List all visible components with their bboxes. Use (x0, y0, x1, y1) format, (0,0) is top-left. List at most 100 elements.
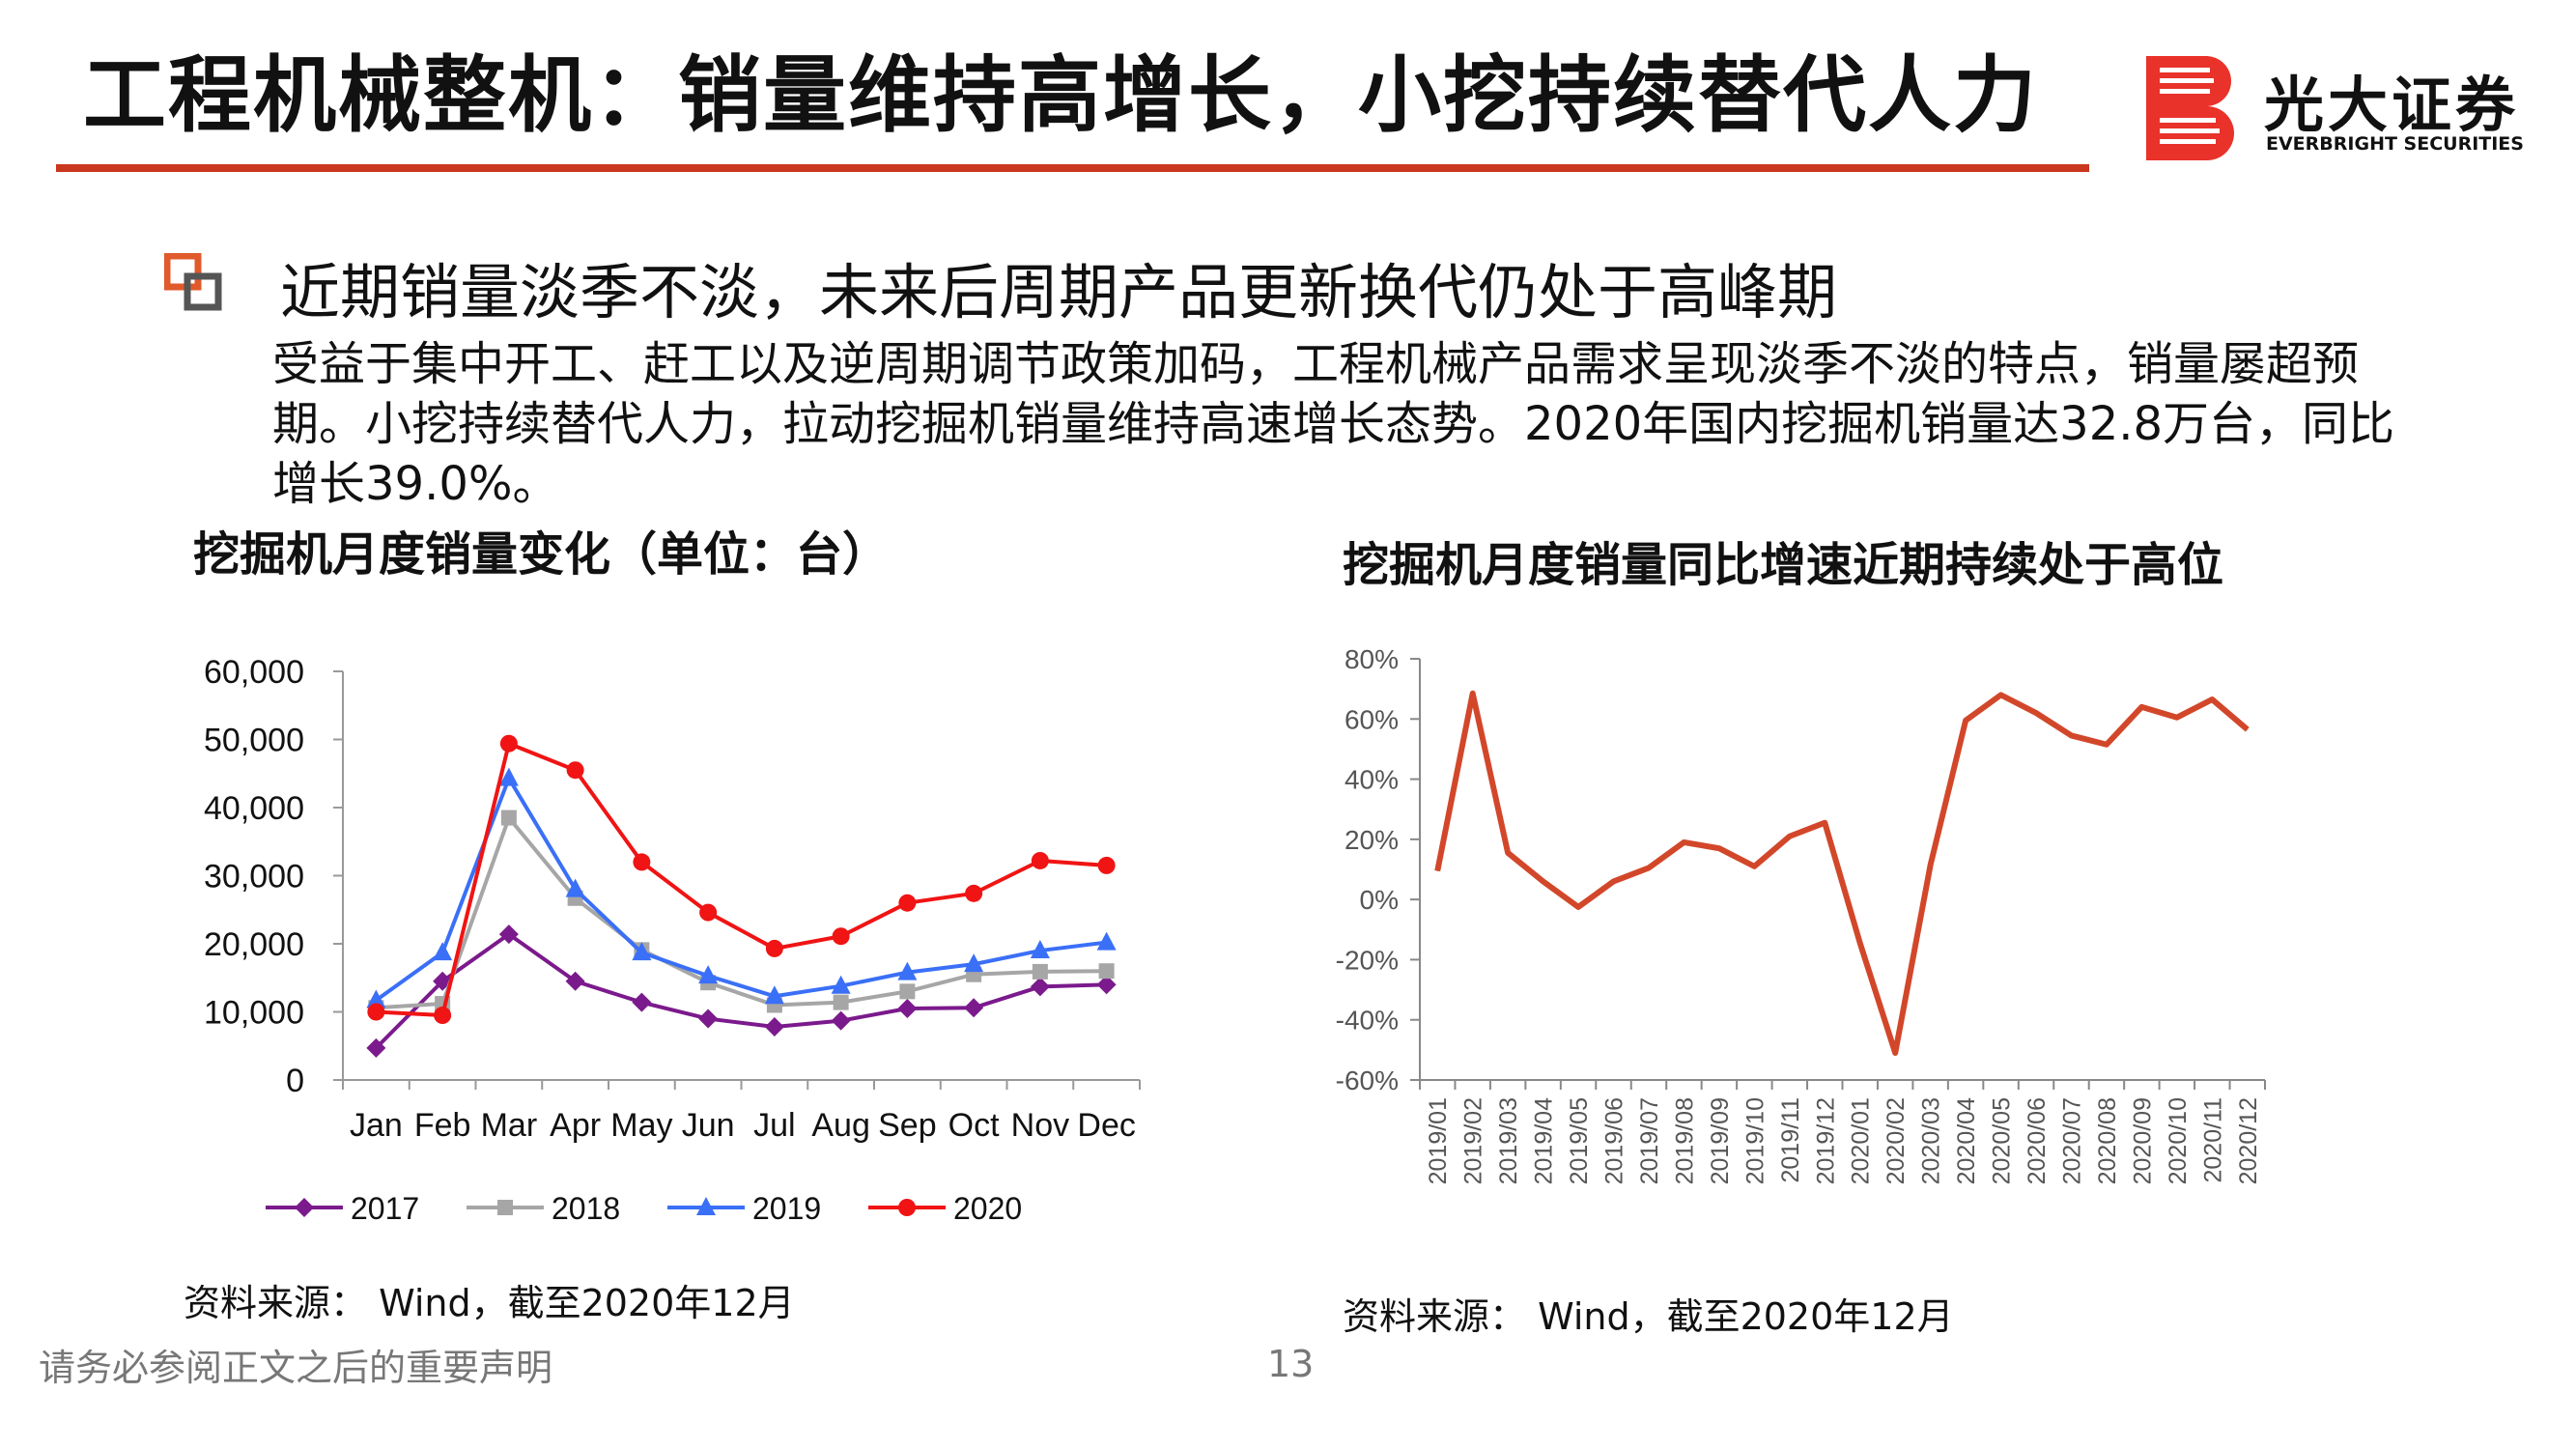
data-point-2017 (831, 1010, 851, 1031)
data-point-2019 (498, 767, 519, 786)
data-point-2017 (366, 1037, 386, 1058)
data-point-2019 (632, 942, 652, 961)
data-point (1436, 870, 1438, 872)
title-underline (56, 164, 2089, 172)
everbright-b-logo-icon (2146, 56, 2235, 160)
bullet-heading: 近期销量淡季不淡，未来后周期产品更新换代仍处于高峰期 (280, 257, 1838, 327)
legend-swatch-marker (898, 1199, 916, 1216)
company-logo: 光大证券 EVERBRIGHT SECURITIES (2137, 48, 2542, 164)
legend-label: 2018 (552, 1191, 620, 1226)
x-tick-label: Jan (350, 1107, 403, 1144)
series-line-2017 (374, 932, 1107, 1050)
data-point-2017 (897, 998, 918, 1018)
data-point (1753, 866, 1755, 867)
legend-swatch-marker (696, 1197, 716, 1215)
data-point-2017 (433, 971, 453, 991)
y-tick-label: 40,000 (204, 790, 304, 827)
y-tick-label: 10,000 (204, 995, 304, 1032)
x-tick-label: 2020/02 (1882, 1097, 1910, 1184)
data-point-2020 (832, 927, 850, 946)
data-point (2070, 734, 2072, 736)
data-point (2140, 706, 2142, 708)
x-tick-label: 2019/04 (1531, 1097, 1558, 1184)
data-point-2018 (899, 983, 916, 1000)
data-point-2020 (1031, 851, 1049, 869)
data-point-2017 (698, 1009, 719, 1029)
data-point (2176, 717, 2178, 719)
data-point (1859, 942, 1861, 944)
legend-label: 2019 (752, 1191, 821, 1226)
x-tick-label: May (610, 1107, 672, 1144)
x-tick-label: 2020/05 (1989, 1097, 2016, 1184)
data-point (2035, 712, 2037, 714)
legend-item-2017: 2017 (266, 1191, 419, 1226)
y-tick-label: 60,000 (204, 654, 304, 691)
series-2019 (366, 767, 1117, 1009)
y-tick-label: 20% (1345, 825, 1399, 855)
x-tick-label: 2020/12 (2235, 1097, 2262, 1184)
data-point-2018 (500, 810, 517, 826)
y-tick-label: 40% (1345, 765, 1399, 795)
data-point-2017 (764, 1017, 784, 1037)
x-tick-label: Nov (1011, 1107, 1069, 1144)
data-point-2018 (1032, 963, 1048, 980)
data-point (1789, 836, 1791, 838)
data-point-2019 (1030, 940, 1050, 959)
data-point-2018 (833, 994, 849, 1010)
data-point (1613, 880, 1615, 882)
data-point-2019 (831, 975, 851, 994)
chart2-title: 挖掘机月度销量同比增速近期持续处于高位 (1343, 538, 2224, 592)
y-tick-label: 0% (1360, 885, 1399, 915)
x-tick-label: Dec (1077, 1107, 1135, 1144)
y-tick-label: 80% (1345, 644, 1399, 674)
series-line-2018 (376, 815, 1107, 1010)
square-bullet-icon (164, 253, 222, 311)
data-point (2106, 744, 2108, 746)
x-tick-label: 2019/10 (1741, 1097, 1769, 1184)
legend-label: 2020 (953, 1191, 1022, 1226)
data-point-2019 (1096, 931, 1117, 951)
data-point (1930, 864, 1932, 866)
data-point-2019 (565, 878, 585, 897)
x-tick-label: 2020/10 (2165, 1097, 2192, 1184)
y-tick-label: 50,000 (204, 723, 304, 759)
data-point-2020 (1097, 856, 1116, 874)
y-tick-label: 60% (1345, 704, 1399, 734)
data-point-2017 (1096, 975, 1117, 995)
x-tick-label: 2019/09 (1707, 1097, 1734, 1184)
monthly-sales-chart: 0 10,000 20,000 30,000 40,000 50,000 60,000 Jan… (204, 654, 1141, 1226)
x-tick-label: 2020/11 (2199, 1097, 2226, 1183)
data-point-2017 (632, 992, 652, 1012)
data-point-2017 (964, 998, 984, 1018)
y-tick-label: -60% (1336, 1065, 1399, 1095)
data-point (2000, 694, 2002, 696)
x-tick-label: 2019/01 (1425, 1097, 1452, 1184)
data-point (1577, 906, 1579, 908)
data-point (1965, 720, 1967, 722)
x-tick-label: 2019/11 (1777, 1097, 1804, 1183)
data-point (1718, 847, 1720, 849)
x-tick-label: 2020/08 (2094, 1097, 2121, 1184)
footer-disclaimer: 请务必参阅正文之后的重要声明 (39, 1347, 553, 1389)
data-point (1824, 822, 1826, 824)
x-tick-label: Mar (481, 1107, 538, 1144)
series-2020 (367, 734, 1116, 1025)
y-tick-label: 30,000 (204, 859, 304, 895)
chart1-source: 资料来源： Wind，截至2020年12月 (184, 1282, 795, 1324)
x-tick-label: 2020/09 (2129, 1097, 2156, 1184)
x-tick-label: Aug (811, 1107, 870, 1144)
chart2-source: 资料来源： Wind，截至2020年12月 (1343, 1295, 1954, 1338)
data-point (2211, 698, 2213, 700)
x-tick-label: 2019/07 (1636, 1097, 1663, 1184)
series-line-2020 (376, 741, 1107, 1018)
data-point-2020 (633, 853, 651, 871)
x-tick-label: 2019/12 (1812, 1097, 1839, 1184)
data-point-2019 (433, 942, 453, 961)
data-point-2019 (764, 985, 784, 1005)
legend-item-2018: 2018 (467, 1191, 620, 1226)
data-point-2020 (898, 894, 917, 912)
x-tick-label: 2020/04 (1953, 1097, 1980, 1184)
y-tick-label: 20,000 (204, 926, 304, 963)
data-point-2019 (366, 989, 386, 1009)
chart1-title: 挖掘机月度销量变化（单位：台） (193, 527, 890, 582)
